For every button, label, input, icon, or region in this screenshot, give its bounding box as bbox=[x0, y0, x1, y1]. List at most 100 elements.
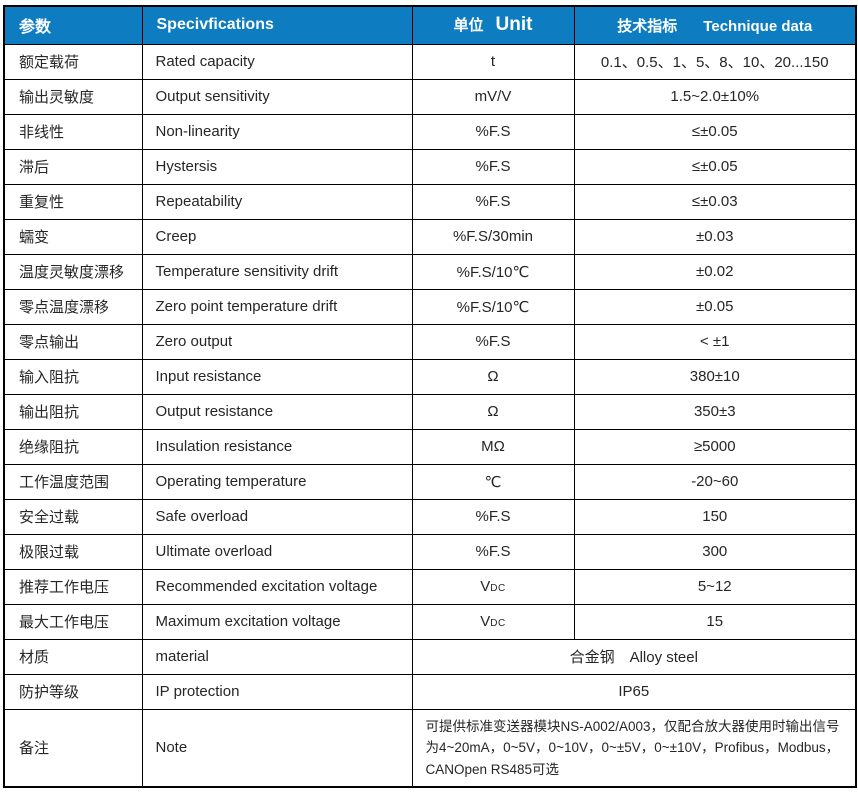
value-cell: 1.5~2.0±10% bbox=[573, 78, 857, 115]
value-cell: ≤±0.03 bbox=[573, 183, 857, 220]
spec-sheet: 参数 Specivfications 单位 Unit 技术指标 Technique … bbox=[3, 5, 857, 789]
unit-cell: %F.S bbox=[411, 323, 575, 360]
header-tech-en-label: Technique data bbox=[703, 17, 813, 35]
unit-cell: %F.S bbox=[411, 148, 575, 185]
param-en-cell: Output sensitivity bbox=[141, 78, 413, 115]
param-en-cell: Operating temperature bbox=[141, 463, 413, 500]
value-cell: 300 bbox=[573, 533, 857, 570]
table-row: 输入阻抗 Input resistance Ω 380±10 bbox=[3, 358, 857, 395]
unit-main-label: Ω bbox=[487, 368, 499, 385]
param-cn-cell: 推荐工作电压 bbox=[3, 568, 143, 605]
unit-cell: %F.S bbox=[411, 183, 575, 220]
value-cell: 380±10 bbox=[573, 358, 857, 395]
param-cn-cell: 材质 bbox=[3, 638, 143, 675]
value-cell: ≥5000 bbox=[573, 428, 857, 465]
param-cn-cell: 备注 bbox=[3, 708, 143, 788]
param-en-cell: Zero point temperature drift bbox=[141, 288, 413, 325]
unit-sub-label: DC bbox=[490, 618, 506, 629]
unit-sub-label: DC bbox=[490, 583, 506, 594]
param-cn-cell: 输出灵敏度 bbox=[3, 78, 143, 115]
table-row: 零点温度漂移 Zero point temperature drift %F.S… bbox=[3, 288, 857, 325]
value-cell: 15 bbox=[573, 603, 857, 640]
param-en-cell: Temperature sensitivity drift bbox=[141, 253, 413, 290]
param-cn-cell: 蠕变 bbox=[3, 218, 143, 255]
param-en-cell: IP protection bbox=[141, 673, 413, 710]
unit-cell: %F.S bbox=[411, 113, 575, 150]
table-row: 备注 Note 可提供标准变送器模块NS-A002/A003，仅配合放大器使用时… bbox=[3, 708, 857, 788]
unit-main-label: V bbox=[480, 578, 491, 595]
param-en-cell: Safe overload bbox=[141, 498, 413, 535]
header-unit-cn-label: 单位 bbox=[453, 17, 484, 35]
param-en-cell: Input resistance bbox=[141, 358, 413, 395]
header-row: 参数 Specivfications 单位 Unit 技术指标 Technique … bbox=[3, 5, 857, 45]
value-cell: IP65 bbox=[411, 673, 857, 710]
table-row: 温度灵敏度漂移 Temperature sensitivity drift %F… bbox=[3, 253, 857, 290]
unit-main-label: V bbox=[480, 613, 491, 630]
unit-main-label: %F.S bbox=[475, 158, 511, 175]
param-en-cell: Creep bbox=[141, 218, 413, 255]
param-en-cell: Repeatability bbox=[141, 183, 413, 220]
param-cn-cell: 温度灵敏度漂移 bbox=[3, 253, 143, 290]
param-en-cell: Rated capacity bbox=[141, 43, 413, 80]
param-cn-cell: 输出阻抗 bbox=[3, 393, 143, 430]
table-row: 安全过载 Safe overload %F.S 150 bbox=[3, 498, 857, 535]
header-technique-data: 技术指标 Technique data bbox=[573, 5, 857, 45]
unit-main-label: %F.S/10℃ bbox=[456, 298, 530, 316]
header-param-cn-label: 参数 bbox=[19, 19, 52, 37]
table-row: 绝缘阻抗 Insulation resistance MΩ ≥5000 bbox=[3, 428, 857, 465]
header-unit-en-label: Unit bbox=[495, 14, 533, 36]
spec-table-body: 额定载荷 Rated capacity t 0.1、0.5、1、5、8、10、2… bbox=[3, 43, 857, 788]
param-en-cell: Maximum excitation voltage bbox=[141, 603, 413, 640]
unit-main-label: t bbox=[490, 53, 496, 70]
unit-cell: Ω bbox=[411, 358, 575, 395]
header-param: 参数 bbox=[3, 5, 143, 45]
header-specifications: Specivfications bbox=[141, 5, 413, 45]
unit-main-label: Ω bbox=[487, 403, 499, 420]
unit-cell: %F.S/10℃ bbox=[411, 288, 575, 325]
unit-main-label: %F.S/30min bbox=[452, 228, 534, 245]
param-en-cell: Recommended excitation voltage bbox=[141, 568, 413, 605]
unit-main-label: %F.S bbox=[475, 123, 511, 140]
param-cn-cell: 安全过载 bbox=[3, 498, 143, 535]
param-cn-cell: 工作温度范围 bbox=[3, 463, 143, 500]
param-cn-cell: 零点输出 bbox=[3, 323, 143, 360]
value-cell: -20~60 bbox=[573, 463, 857, 500]
unit-cell: %F.S bbox=[411, 533, 575, 570]
param-en-cell: material bbox=[141, 638, 413, 675]
unit-cell: %F.S/10℃ bbox=[411, 253, 575, 290]
value-cell: 0.1、0.5、1、5、8、10、20...150 bbox=[573, 43, 857, 80]
table-row: 输出灵敏度 Output sensitivity mV/V 1.5~2.0±10… bbox=[3, 78, 857, 115]
table-row: 输出阻抗 Output resistance Ω 350±3 bbox=[3, 393, 857, 430]
param-cn-cell: 最大工作电压 bbox=[3, 603, 143, 640]
param-cn-cell: 绝缘阻抗 bbox=[3, 428, 143, 465]
param-cn-cell: 非线性 bbox=[3, 113, 143, 150]
table-row: 防护等级 IP protection IP65 bbox=[3, 673, 857, 710]
value-cell: ≤±0.05 bbox=[573, 148, 857, 185]
param-en-cell: Output resistance bbox=[141, 393, 413, 430]
param-en-cell: Insulation resistance bbox=[141, 428, 413, 465]
unit-cell: %F.S bbox=[411, 498, 575, 535]
header-tech-cn-label: 技术指标 bbox=[617, 17, 678, 35]
param-cn-cell: 零点温度漂移 bbox=[3, 288, 143, 325]
unit-cell: Ω bbox=[411, 393, 575, 430]
param-en-cell: Non-linearity bbox=[141, 113, 413, 150]
param-cn-cell: 极限过载 bbox=[3, 533, 143, 570]
table-row: 滞后 Hystersis %F.S ≤±0.05 bbox=[3, 148, 857, 185]
value-cell: ±0.02 bbox=[573, 253, 857, 290]
unit-cell: t bbox=[411, 43, 575, 80]
unit-main-label: ℃ bbox=[484, 473, 502, 491]
unit-main-label: MΩ bbox=[481, 438, 505, 455]
param-en-cell: Ultimate overload bbox=[141, 533, 413, 570]
value-cell: 5~12 bbox=[573, 568, 857, 605]
table-row: 非线性 Non-linearity %F.S ≤±0.05 bbox=[3, 113, 857, 150]
param-cn-cell: 防护等级 bbox=[3, 673, 143, 710]
param-cn-cell: 重复性 bbox=[3, 183, 143, 220]
table-row: 极限过载 Ultimate overload %F.S 300 bbox=[3, 533, 857, 570]
unit-main-label: %F.S/10℃ bbox=[456, 263, 530, 281]
param-en-cell: Hystersis bbox=[141, 148, 413, 185]
unit-cell: VDC bbox=[411, 603, 575, 640]
unit-main-label: %F.S bbox=[475, 193, 511, 210]
param-cn-cell: 输入阻抗 bbox=[3, 358, 143, 395]
table-row: 推荐工作电压 Recommended excitation voltage VD… bbox=[3, 568, 857, 605]
value-cell: 可提供标准变送器模块NS-A002/A003，仅配合放大器使用时输出信号为4~2… bbox=[411, 708, 857, 788]
